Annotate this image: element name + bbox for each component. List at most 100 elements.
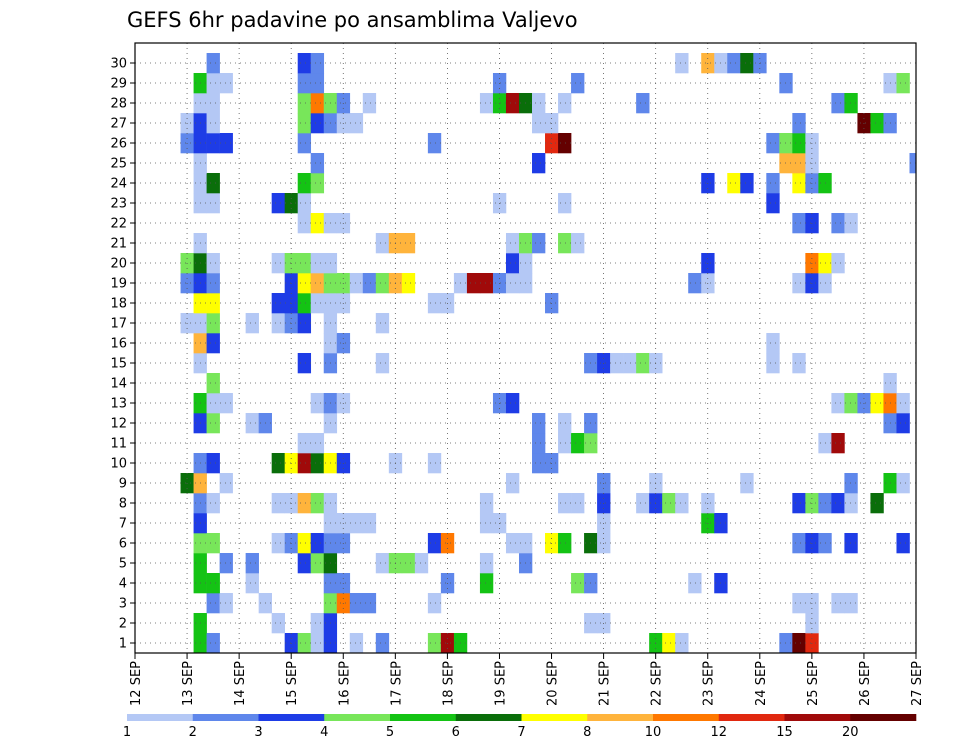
y-tick-label: 25 xyxy=(110,157,127,172)
heatmap-cell xyxy=(219,73,233,94)
heatmap-cell xyxy=(792,173,806,194)
heatmap-cell xyxy=(571,73,585,94)
heatmap-cell xyxy=(870,113,884,134)
heatmap-cell xyxy=(844,493,858,514)
heatmap-cell xyxy=(310,453,325,474)
heatmap-cell xyxy=(362,593,377,614)
heatmap-cell xyxy=(310,433,325,454)
heatmap-cell xyxy=(831,593,845,614)
heatmap-cell xyxy=(206,53,220,74)
heatmap-cell xyxy=(766,333,780,354)
heatmap-cell xyxy=(245,573,259,594)
heatmap-cell xyxy=(362,93,377,114)
heatmap-cell xyxy=(245,313,259,334)
x-tick-label: 26 SEP xyxy=(858,661,873,706)
heatmap-cell xyxy=(532,413,546,434)
heatmap-cell xyxy=(310,533,325,554)
heatmap-cell xyxy=(636,93,650,114)
colorbar-swatch xyxy=(192,714,259,721)
heatmap-cell xyxy=(479,273,494,294)
y-tick-label: 15 xyxy=(110,357,127,372)
colorbar-swatch xyxy=(784,714,851,721)
heatmap-cell xyxy=(558,193,572,214)
heatmap-cell xyxy=(792,533,806,554)
colorbar-label: 5 xyxy=(386,725,394,740)
heatmap-cell xyxy=(310,553,325,574)
heatmap-cell xyxy=(206,493,220,514)
heatmap-cell xyxy=(831,433,845,454)
heatmap-cell xyxy=(909,153,917,174)
heatmap-cell xyxy=(844,593,858,614)
heatmap-cell xyxy=(206,413,220,434)
heatmap-cell xyxy=(766,173,780,194)
heatmap-cell xyxy=(297,133,312,154)
heatmap-cell xyxy=(558,133,572,154)
heatmap-cell xyxy=(740,473,754,494)
heatmap-cell xyxy=(206,633,220,654)
heatmap-cell xyxy=(219,393,233,414)
x-tick-label: 27 SEP xyxy=(910,661,925,706)
heatmap-cell xyxy=(349,633,364,654)
colorbar-label: 4 xyxy=(320,725,328,740)
heatmap-cell xyxy=(532,233,546,254)
heatmap-cell xyxy=(206,393,220,414)
heatmap-cell xyxy=(297,633,312,654)
heatmap-cell xyxy=(310,293,325,314)
heatmap-cell xyxy=(636,493,650,514)
heatmap-cell xyxy=(505,253,520,274)
colorbar-label: 20 xyxy=(842,725,859,740)
heatmap-cell xyxy=(206,333,220,354)
heatmap-cell xyxy=(310,613,325,634)
heatmap-cell xyxy=(427,633,442,654)
heatmap-cell xyxy=(271,613,285,634)
heatmap-cell xyxy=(206,133,220,154)
heatmap-cell xyxy=(401,553,416,574)
y-tick-label: 26 xyxy=(110,137,127,152)
heatmap-cell xyxy=(206,273,220,294)
colorbar-swatch xyxy=(258,714,325,721)
heatmap-cell xyxy=(297,553,312,574)
heatmap-cell xyxy=(844,473,858,494)
heatmap-cell xyxy=(349,513,364,534)
y-tick-label: 20 xyxy=(110,257,127,272)
heatmap-cell xyxy=(297,433,312,454)
colorbar-swatch xyxy=(521,714,588,721)
y-axis: 1234567891011121314151617181920212223242… xyxy=(110,57,135,652)
colorbar-swatch xyxy=(324,714,391,721)
y-tick-label: 5 xyxy=(119,557,127,572)
y-tick-label: 18 xyxy=(110,297,127,312)
heatmap-cell xyxy=(792,493,806,514)
heatmap-cell xyxy=(844,213,858,234)
y-tick-label: 10 xyxy=(110,457,127,472)
heatmap-cell xyxy=(662,633,676,654)
y-tick-label: 7 xyxy=(119,517,127,532)
heatmap-cell xyxy=(558,413,572,434)
heatmap-cell xyxy=(310,93,325,114)
heatmap-cell xyxy=(245,413,259,434)
heatmap-cell xyxy=(297,273,312,294)
heatmap-cell xyxy=(271,453,285,474)
heatmap-cell xyxy=(206,533,220,554)
heatmap-cell xyxy=(766,193,780,214)
heatmap-cell xyxy=(297,533,312,554)
y-tick-label: 29 xyxy=(110,77,127,92)
y-tick-label: 8 xyxy=(119,497,127,512)
heatmap-cell xyxy=(740,173,754,194)
heatmap-cell xyxy=(466,273,481,294)
heatmap-cell xyxy=(896,473,910,494)
colorbar-label: 6 xyxy=(452,725,460,740)
colorbar-label: 8 xyxy=(583,725,591,740)
heatmap-cell xyxy=(792,273,806,294)
heatmap-cell xyxy=(297,453,312,474)
heatmap-cell xyxy=(727,173,741,194)
heatmap-cell xyxy=(349,593,364,614)
heatmap-cell xyxy=(558,533,572,554)
heatmap-cell xyxy=(206,113,220,134)
heatmap-cell xyxy=(479,93,494,114)
chart-title: GEFS 6hr padavine po ansamblima Valjevo xyxy=(127,8,578,32)
heatmap-cell xyxy=(532,433,546,454)
heatmap-cell xyxy=(792,153,806,174)
heatmap-cell xyxy=(675,53,689,74)
heatmap-cell xyxy=(844,393,858,414)
heatmap-cell xyxy=(206,573,220,594)
